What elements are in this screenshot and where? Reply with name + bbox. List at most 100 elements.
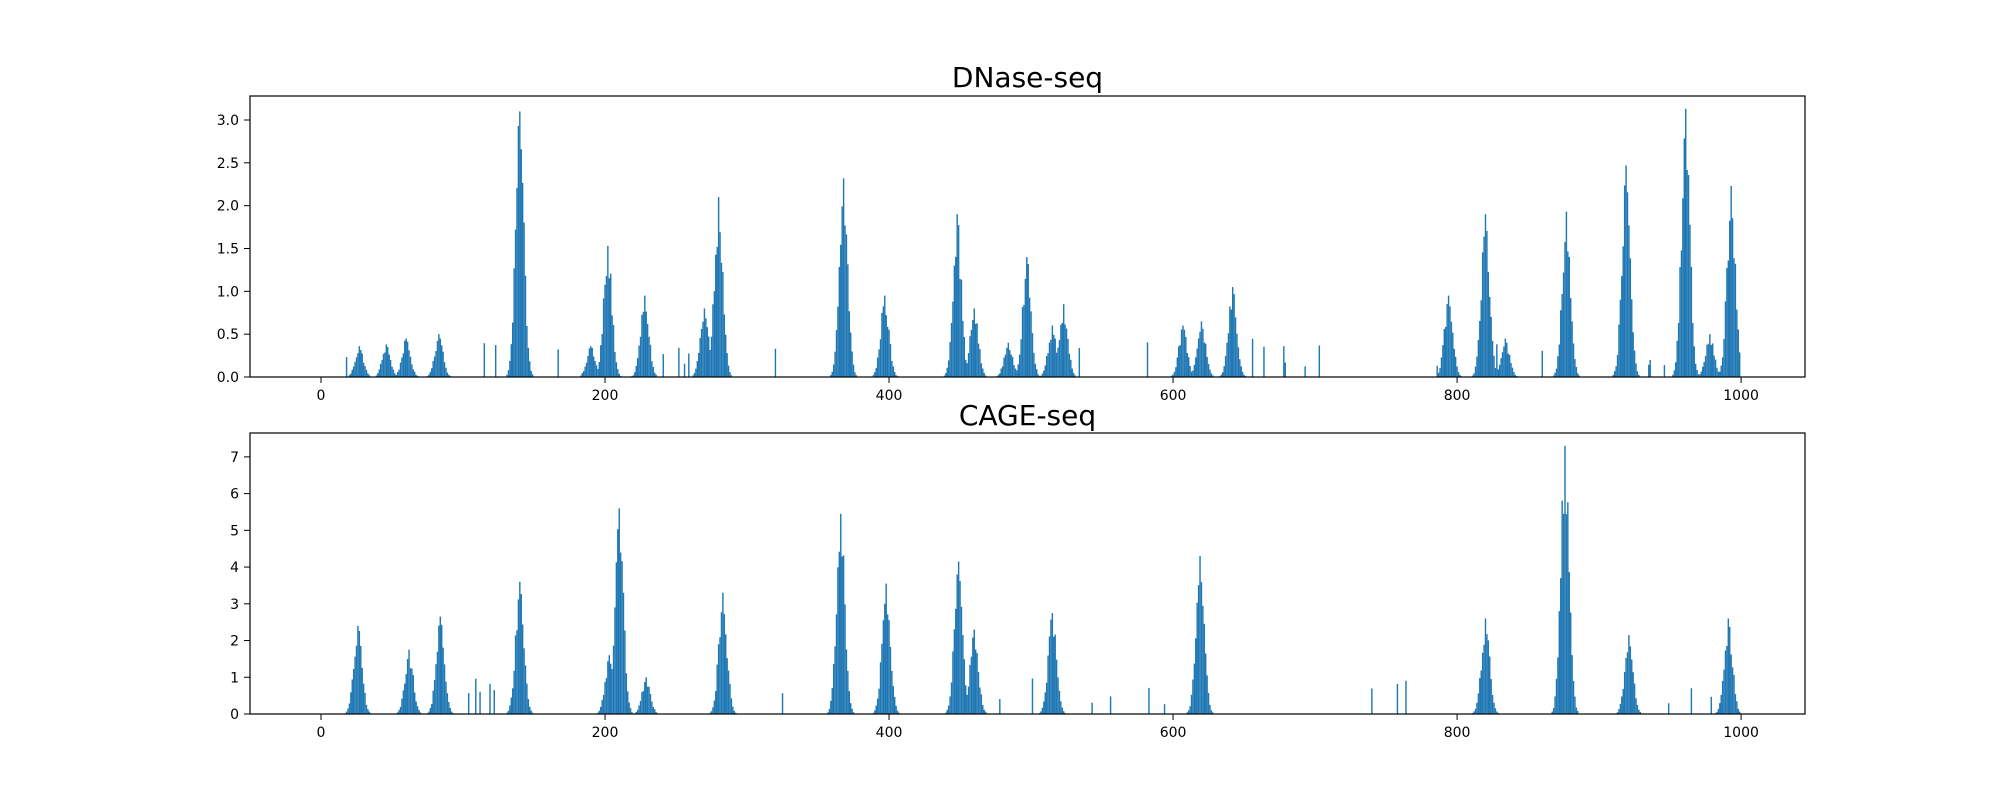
dnase-seq-bar (1733, 258, 1735, 377)
dnase-seq-bar (965, 359, 967, 377)
cage-seq-bar (1210, 710, 1213, 714)
cage-seq-x-tick-label: 600 (1160, 725, 1187, 741)
dnase-seq-bar (615, 362, 618, 377)
dnase-seq-bar (1562, 272, 1565, 377)
dnase-seq-bar (1172, 374, 1174, 377)
dnase-seq-x-tick-label: 200 (592, 388, 619, 404)
dnase-seq-bar (352, 366, 355, 377)
cage-seq-bar (1720, 694, 1722, 714)
dnase-seq-bar (645, 311, 647, 377)
dnase-seq-bar (979, 349, 981, 377)
dnase-seq-bar (1041, 373, 1044, 377)
cage-seq-bar (1203, 623, 1206, 714)
dnase-seq-bar (594, 360, 596, 377)
cage-seq-bar (1063, 711, 1065, 714)
dnase-seq-bar (1500, 358, 1502, 377)
cage-seq-bar (506, 712, 508, 714)
dnase-seq-bar (1614, 371, 1616, 377)
cage-seq-bar (1721, 680, 1724, 714)
cage-seq-bar (1717, 708, 1720, 714)
dnase-seq-bar (597, 369, 599, 377)
dnase-seq-bar (1456, 366, 1458, 377)
dnase-seq-bar (1068, 353, 1071, 377)
dnase-seq-bar (1037, 374, 1039, 377)
cage-seq-bar (713, 700, 716, 714)
dnase-seq-bar (389, 360, 392, 377)
cage-seq-y-tick-label: 4 (230, 560, 239, 576)
dnase-seq-bar (1697, 374, 1700, 377)
dnase-seq-bar (726, 353, 728, 377)
cage-seq-bar (1639, 711, 1641, 714)
dnase-seq-bar (1632, 332, 1634, 377)
cage-seq-bar (828, 708, 831, 714)
cage-seq-bar (1474, 708, 1477, 714)
dnase-seq-bar (855, 375, 858, 377)
cage-seq-bar (429, 707, 432, 714)
dnase-seq-bar (878, 349, 880, 377)
cage-seq-bar (450, 711, 453, 714)
dnase-seq-bar (1615, 366, 1617, 377)
cage-seq-bar (730, 698, 733, 714)
dnase-seq-bar (598, 362, 601, 377)
dnase-seq-bar (1440, 357, 1443, 377)
cage-seq-bar (1091, 702, 1093, 714)
cage-seq-bar (1209, 704, 1211, 714)
cage-seq-bar (1484, 618, 1487, 714)
dnase-seq-bar (1503, 346, 1505, 377)
dnase-seq-bar (1612, 374, 1614, 377)
dnase-seq-bar (1207, 363, 1210, 377)
dnase-seq-bar (1711, 343, 1714, 377)
cage-seq-bar (1636, 704, 1639, 714)
dnase-seq-bar (507, 370, 510, 377)
dnase-seq-bar (523, 222, 525, 377)
dnase-seq-bar (845, 234, 848, 377)
cage-seq-bar (886, 614, 889, 714)
dnase-seq-bar (999, 373, 1001, 377)
cage-seq-bar (446, 693, 449, 714)
dnase-seq-bar (1060, 324, 1062, 377)
dnase-seq-y-tick-label: 1.0 (217, 284, 239, 300)
dnase-seq-bar (1541, 350, 1543, 377)
dnase-seq-bar (1071, 368, 1073, 377)
dnase-seq-bar (696, 361, 699, 377)
cage-seq-bar (352, 669, 355, 714)
cage-seq-bar (402, 690, 405, 714)
cage-seq-bar (625, 673, 628, 714)
dnase-seq-bar (970, 329, 973, 377)
dnase-seq-bar (1202, 328, 1204, 377)
cage-seq-bar (1572, 680, 1575, 714)
dnase-seq-bar (1554, 372, 1556, 377)
cage-seq-bar (1148, 687, 1150, 714)
cage-seq-bar (712, 707, 714, 714)
dnase-seq-bar (401, 357, 403, 377)
dnase-seq-bar (1649, 359, 1651, 377)
cage-seq-bar (898, 712, 900, 714)
dnase-seq-bar (1189, 365, 1191, 377)
dnase-seq-bar (618, 373, 620, 377)
dnase-seq-bar (648, 336, 650, 377)
dnase-seq-bar (357, 353, 359, 377)
cage-seq-y-tick-label: 6 (230, 487, 239, 503)
dnase-seq-bar (1186, 353, 1188, 377)
dnase-seq-bar (1006, 347, 1008, 377)
dnase-seq-bar (1206, 356, 1208, 377)
dnase-seq-bar (715, 254, 717, 377)
cage-seq-bar (368, 711, 370, 714)
cage-seq-bar (1405, 680, 1407, 714)
dnase-seq-bar (1633, 350, 1636, 377)
dnase-seq-bar (1616, 354, 1619, 377)
dnase-seq-bar (1187, 357, 1190, 377)
cage-seq-bar (408, 649, 410, 714)
cage-seq-bar (1716, 711, 1718, 714)
cage-seq-bar (1048, 636, 1051, 714)
dnase-seq-bar (1233, 294, 1235, 377)
cage-seq-bar (1190, 694, 1193, 714)
cage-seq-bar (433, 680, 436, 714)
dnase-seq-bar (1704, 356, 1707, 377)
cage-seq-bar (415, 701, 417, 714)
dnase-seq-bar (1564, 241, 1566, 377)
cage-seq-bar (715, 691, 717, 714)
dnase-seq-bar (848, 311, 850, 377)
dnase-seq-bar (1283, 346, 1285, 377)
cage-seq-bar (358, 630, 361, 714)
